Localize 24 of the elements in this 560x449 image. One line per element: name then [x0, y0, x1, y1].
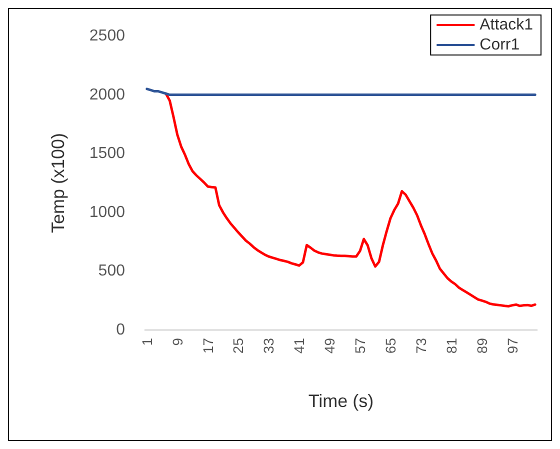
x-tick-label: 97: [504, 338, 520, 354]
x-tick-label: 41: [291, 338, 308, 354]
x-tick-label: 73: [412, 338, 429, 354]
x-tick-label: 17: [200, 338, 216, 354]
x-tick-label: 9: [169, 338, 186, 346]
x-tick-label: 89: [474, 338, 490, 354]
x-tick-label: 33: [260, 338, 277, 354]
y-tick-label: 2500: [89, 28, 126, 44]
line-series: [164, 92, 536, 308]
legend-label: Corr1: [480, 36, 520, 54]
x-tick-label: 25: [230, 338, 246, 354]
y-tick-label: 500: [98, 262, 126, 280]
y-tick-label: 1000: [89, 204, 126, 221]
y-tick-label: 1500: [89, 145, 126, 162]
legend-label: Attack1: [480, 16, 534, 34]
x-tick-label: 49: [322, 338, 338, 354]
x-tick-label: 1: [138, 338, 155, 346]
y-axis-title: Temp (x100): [48, 132, 68, 234]
x-tick-label: 57: [352, 338, 368, 354]
x-axis-title: Time (s): [308, 391, 374, 411]
y-tick-label: 0: [116, 322, 126, 338]
y-tick-label: 2000: [89, 86, 126, 104]
x-tick-label: 81: [443, 338, 460, 354]
x-tick-label: 65: [382, 338, 398, 354]
